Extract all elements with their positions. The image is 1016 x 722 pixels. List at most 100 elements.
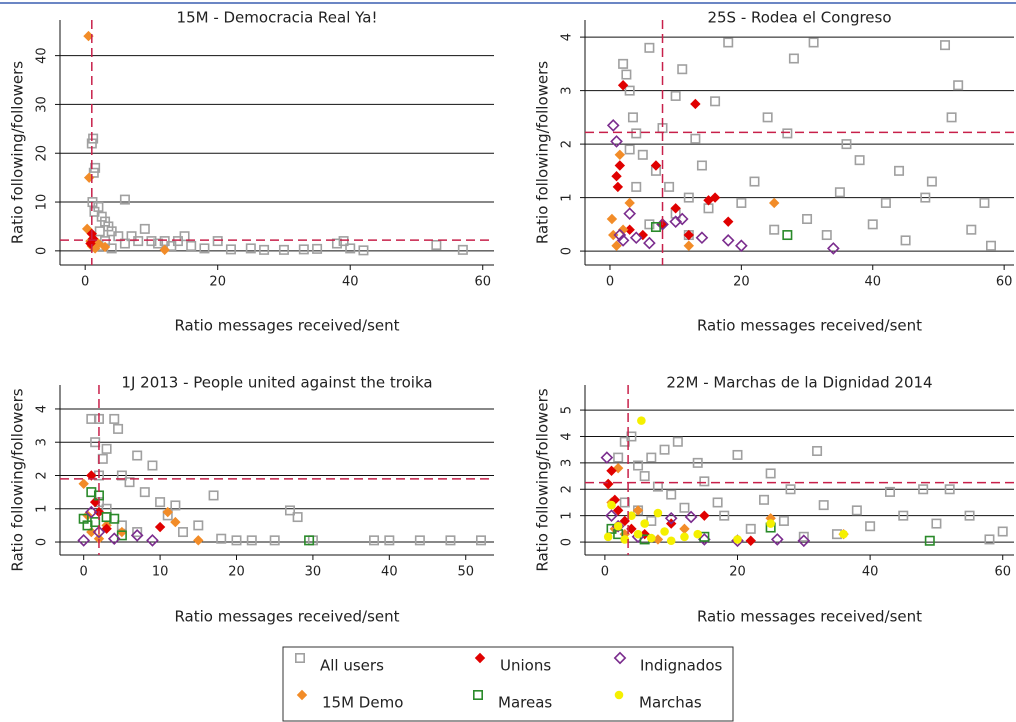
- point: [633, 460, 644, 471]
- point: [631, 128, 642, 139]
- point: [672, 436, 683, 447]
- point: [797, 534, 811, 548]
- point: [83, 172, 95, 183]
- point: [619, 497, 630, 508]
- y-axis-label: Ratio following/followers: [9, 61, 27, 244]
- point: [735, 239, 748, 253]
- point: [109, 413, 120, 424]
- point: [631, 181, 642, 192]
- point: [693, 529, 703, 539]
- point: [81, 223, 93, 235]
- point: [736, 197, 747, 208]
- point: [769, 224, 780, 235]
- point: [680, 532, 689, 542]
- point: [312, 243, 323, 254]
- point: [677, 64, 688, 75]
- point: [610, 135, 623, 148]
- point: [107, 532, 121, 546]
- point: [926, 176, 937, 187]
- point: [369, 535, 380, 546]
- point: [670, 203, 681, 214]
- point: [88, 133, 99, 144]
- point: [139, 487, 150, 498]
- point: [133, 236, 144, 247]
- point: [712, 497, 723, 508]
- point: [865, 521, 876, 532]
- point: [231, 535, 242, 546]
- point: [785, 484, 796, 495]
- point: [113, 423, 124, 434]
- point: [611, 240, 622, 251]
- point: [880, 197, 891, 208]
- point: [116, 470, 127, 481]
- chart-title: 25S - Rodea el Congreso: [707, 9, 891, 27]
- point: [613, 521, 623, 531]
- legend-label: Unions: [500, 657, 551, 675]
- point: [97, 453, 108, 464]
- point: [721, 234, 735, 247]
- point: [683, 192, 694, 203]
- point: [162, 506, 173, 518]
- point: [93, 533, 105, 544]
- y-tick-label: 30: [35, 96, 50, 113]
- x-tick-label: 20: [228, 565, 245, 580]
- point: [733, 535, 742, 544]
- point: [83, 30, 94, 42]
- y-tick-label: 20: [35, 145, 50, 162]
- point: [986, 240, 997, 251]
- point: [664, 511, 678, 525]
- point: [624, 197, 635, 209]
- point: [679, 502, 690, 513]
- point: [199, 243, 210, 254]
- point: [101, 523, 112, 534]
- point: [132, 450, 143, 461]
- point: [723, 216, 734, 227]
- point: [170, 500, 181, 511]
- y-tick-label: 10: [35, 194, 50, 211]
- point: [612, 181, 624, 193]
- point: [624, 144, 635, 155]
- point: [940, 40, 951, 51]
- point: [116, 530, 127, 541]
- y-tick-label: 3: [560, 459, 575, 467]
- point: [769, 197, 780, 209]
- point: [94, 226, 105, 237]
- point: [798, 531, 809, 542]
- point: [703, 195, 714, 206]
- point: [984, 534, 995, 545]
- point: [619, 436, 630, 447]
- point: [659, 444, 670, 455]
- point: [670, 90, 681, 101]
- point: [414, 535, 425, 546]
- point: [683, 240, 695, 251]
- point: [617, 80, 629, 91]
- point: [621, 69, 632, 80]
- point: [782, 128, 793, 139]
- point: [139, 223, 150, 234]
- y-tick-label: 2: [560, 485, 575, 493]
- point: [445, 535, 456, 546]
- point: [623, 207, 637, 220]
- point: [130, 529, 144, 542]
- point: [119, 238, 130, 249]
- point: [101, 443, 112, 454]
- point: [802, 213, 813, 224]
- point: [745, 535, 756, 546]
- point: [646, 452, 657, 463]
- point: [147, 460, 158, 471]
- y-tick-label: 2: [35, 471, 50, 479]
- point: [178, 527, 189, 538]
- point: [821, 230, 832, 241]
- legend-marker: [472, 689, 483, 700]
- point: [245, 243, 256, 254]
- x-tick-label: 30: [305, 565, 322, 580]
- point: [345, 243, 356, 254]
- point: [159, 244, 170, 256]
- x-tick-label: 60: [474, 275, 491, 290]
- point: [132, 527, 143, 538]
- point: [900, 235, 911, 246]
- y-tick-label: 0: [560, 247, 575, 255]
- point: [770, 533, 784, 546]
- point: [619, 515, 630, 527]
